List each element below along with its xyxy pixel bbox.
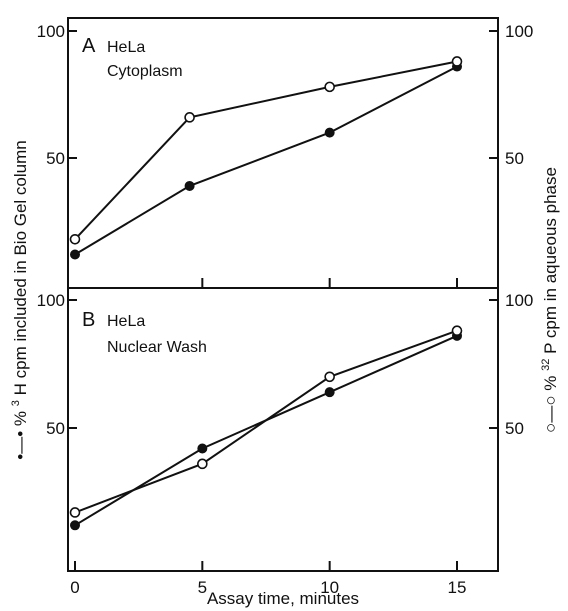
y-tick-label-left: 100 (37, 22, 65, 41)
series-line-open (74, 60, 458, 240)
data-point-open (197, 458, 208, 470)
series-line-open (74, 329, 458, 514)
data-point-filled (184, 180, 195, 191)
data-point-open (184, 112, 195, 123)
data-point-filled (324, 127, 335, 138)
data-point-open (69, 233, 81, 245)
data-point-open (324, 81, 335, 93)
y-axis-right-title-post: P cpm in aqueous phase (541, 167, 560, 354)
panel-a-frame (67, 17, 499, 289)
data-point-filled (197, 443, 208, 454)
data-point-open (324, 371, 335, 383)
y-tick-label-right: 50 (505, 419, 524, 438)
y-tick-label-left: 50 (46, 149, 65, 168)
y-tick-label-left: 100 (37, 291, 65, 310)
data-point-open (69, 507, 81, 518)
panel-a-title-line1: HeLa (107, 39, 145, 56)
y-axis-left-title-sup: 3 (10, 400, 22, 406)
y-axis-right-title-pre: ○—○ % (541, 376, 560, 433)
x-tick-label: 15 (448, 578, 467, 597)
panel-b-frame (67, 287, 499, 572)
series-line-filled (74, 65, 458, 256)
panel-a-letter: A (82, 35, 96, 57)
panel-b-title-line1: HeLa (107, 313, 145, 330)
y-axis-left-title-post: H cpm included in Bio Gel column (11, 140, 30, 395)
y-tick-label-right: 100 (505, 22, 533, 41)
x-tick-label: 5 (198, 578, 207, 597)
panel-a-title-line2: Cytoplasm (107, 63, 183, 80)
data-point-filled (324, 387, 335, 398)
data-point-filled (70, 249, 80, 260)
panel-b: B HeLa Nuclear Wash (67, 287, 499, 572)
y-axis-right-title: ○—○ % 32 P cpm in aqueous phase (534, 167, 560, 433)
y-axis-left-title-pre: •—• % (11, 411, 30, 460)
series-line-filled (74, 334, 458, 527)
x-axis-title: Assay time, minutes (207, 589, 359, 608)
panel-b-title-line2: Nuclear Wash (107, 339, 207, 356)
chart-marks: 50 100 50 100 50 100 50 100 0 5 10 15 (37, 22, 534, 597)
data-point-open (451, 325, 463, 337)
x-tick-label: 10 (320, 578, 339, 597)
y-axis-left-title: •—• % 3 H cpm included in Bio Gel column (4, 140, 30, 459)
y-tick-label-right: 50 (505, 149, 524, 168)
panel-b-letter: B (82, 309, 95, 331)
y-tick-label-left: 50 (46, 419, 65, 438)
data-point-filled (70, 520, 80, 531)
y-axis-right-title-sup: 32 (540, 359, 552, 371)
data-point-open (451, 56, 463, 67)
y-tick-label-right: 100 (505, 291, 533, 310)
x-tick-label: 0 (70, 578, 79, 597)
panel-a: A HeLa Cytoplasm (67, 17, 499, 289)
